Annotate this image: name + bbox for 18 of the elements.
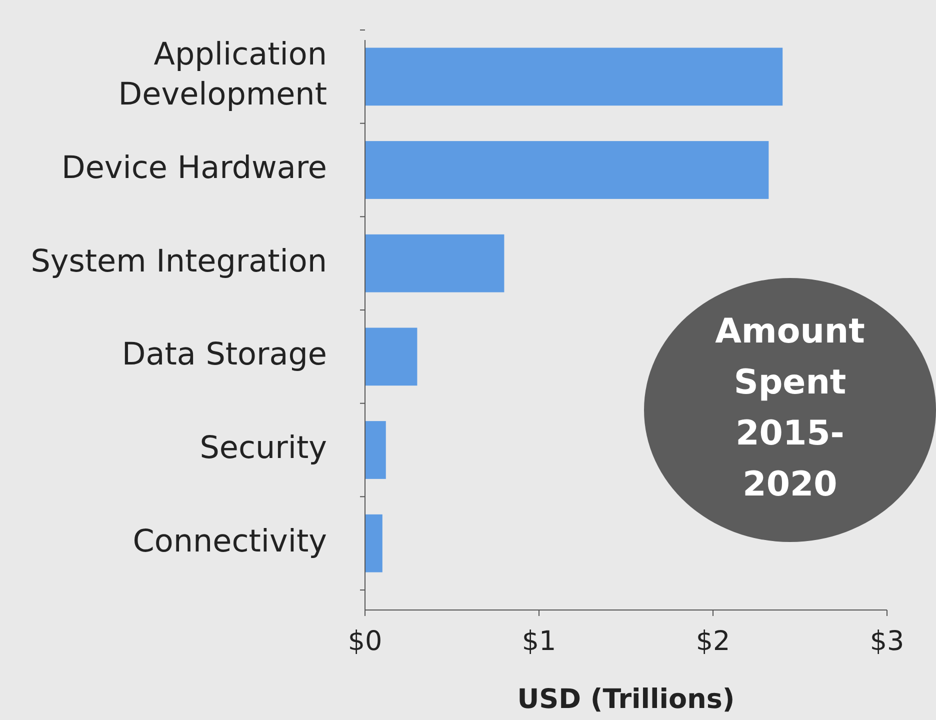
y-tick-label: Security <box>200 430 327 466</box>
y-tick-label: Data Storage <box>122 337 327 374</box>
y-tick-label: Connectivity <box>132 524 327 560</box>
bar <box>365 514 382 572</box>
bar <box>365 421 386 479</box>
bar <box>365 234 504 292</box>
x-axis-title: USD (Trillions) <box>517 684 735 715</box>
bar <box>365 328 418 386</box>
bar <box>365 48 783 106</box>
x-tick-label: $3 <box>870 626 904 657</box>
bar <box>365 141 769 199</box>
annotation: Amount Spent 2015-2020 <box>715 312 865 505</box>
x-tick-label: $1 <box>522 626 556 657</box>
x-tick-label: $2 <box>696 626 730 657</box>
y-tick-label: Device Hardware <box>61 150 327 186</box>
y-tick-label: System Integration <box>30 244 327 280</box>
x-tick-label: $0 <box>348 626 382 657</box>
y-tick-label: Application Development <box>118 37 327 114</box>
